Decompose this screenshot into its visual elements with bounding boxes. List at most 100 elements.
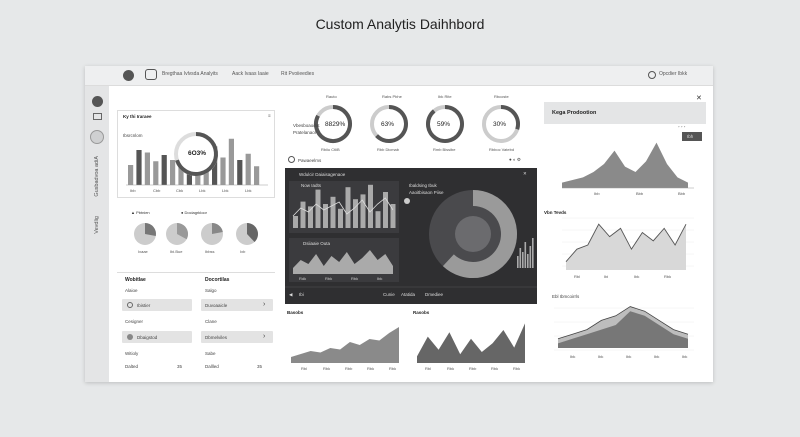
mail-icon[interactable] (93, 113, 102, 120)
dropdown[interactable] (682, 132, 702, 141)
right-charts: Ibb Bbb Bbb Rbl Ibi Ibk Rbk Ibk Ibk Ibk Ibk Ibk (554, 142, 694, 359)
x-tick: Rbk (351, 276, 358, 281)
x-tick: Ibi (604, 274, 608, 279)
x-tick: Rbk (325, 276, 332, 281)
bar (323, 204, 328, 228)
legend-item: ● Dociagrkloor (181, 210, 208, 215)
legend-item: ▲ Pbtnien (131, 210, 150, 215)
bar (308, 206, 313, 228)
bar (532, 238, 534, 268)
mid-label: Pratelanaor (293, 130, 317, 135)
bar (330, 196, 336, 228)
list-item[interactable]: Cesigner (125, 319, 144, 324)
nav-link[interactable]: Bregthaa Ivlvsda Analyits (162, 71, 218, 77)
x-tick: Lbk (245, 188, 251, 193)
x-tick: Rbl (425, 366, 431, 371)
dark-footer[interactable]: Cunie (383, 292, 395, 297)
x-tick: Ibb (130, 188, 136, 193)
ring-label: 59% (437, 121, 450, 128)
pie-charts: ▲ Pbtnien ● Dociagrkloor Ixaae Ibi.Bue Ibbss… (131, 210, 258, 254)
x-tick: Ibk (682, 354, 687, 359)
bar (300, 201, 306, 228)
ring-top-label: Ibk Rite (438, 94, 452, 99)
list-item[interactable]: Clane (205, 319, 217, 324)
more-icon[interactable]: ≡ (268, 113, 271, 118)
bar (524, 242, 527, 268)
bar (245, 153, 251, 185)
sidebar-label[interactable]: Vevdlig (94, 216, 100, 234)
x-tick: Ibk (634, 274, 639, 279)
list-row-highlight[interactable] (122, 299, 192, 311)
dark-footer[interactable]: Ibi (299, 292, 304, 297)
ring-value (375, 105, 408, 143)
bottom-charts: Rbl Rbk Rbb Rbk Rbk Rbl Rbk Rbb Rbk Rbk (291, 323, 525, 371)
settings-icon[interactable] (90, 130, 104, 144)
user-menu[interactable]: Opcdier Ibkk (659, 71, 688, 77)
sidebar-label[interactable]: Gusbadvoa adiA (94, 156, 100, 197)
ellipsis-icon[interactable]: ◦ ◦ ◦ (678, 124, 686, 129)
dark-panel: Rdk Rbk Rbk Ibk Wdulcir Daiaisagenaoe ✕ Now… (285, 168, 537, 304)
mid-label: Pawaeelms (298, 158, 322, 163)
top-chart-bg (289, 181, 399, 233)
x-tick: Rdk (299, 276, 306, 281)
pie-slice (247, 223, 258, 243)
x-tick: Lbk (222, 188, 228, 193)
ring-value (500, 105, 520, 130)
series-line (292, 197, 394, 217)
ring-label: 8829% (325, 121, 345, 128)
pie-label: Ixb (240, 249, 246, 254)
chevron-right-icon[interactable]: › (263, 333, 266, 340)
menu-icon[interactable] (92, 96, 103, 107)
pie-label: Ixaae (138, 249, 149, 254)
overview-donut-label: 6O3% (188, 150, 207, 157)
list-item[interactable]: Salgo (205, 288, 217, 293)
info-icon[interactable]: ● ◐ ⚙ (509, 157, 521, 162)
area-series (291, 327, 399, 363)
list-item[interactable]: Witioly (125, 351, 139, 356)
list-item[interactable]: Dalted (125, 364, 139, 369)
nav-link[interactable]: Aack Ivaas Iaaie (232, 71, 269, 77)
ring-bottom-label: Rmb Bissibe (433, 147, 456, 152)
bubble-title: Ibaldsing Ibuk (409, 183, 437, 188)
dark-panel-charts: Rdk Rbk Rbk Ibk (285, 181, 537, 288)
x-tick: Rbk (664, 274, 671, 279)
chevron-right-icon[interactable]: › (263, 301, 266, 308)
list-row-highlight[interactable] (122, 331, 192, 343)
dark-panel-title: Wdulcir Daiaisagenaoe (299, 172, 346, 177)
x-tick: Ibk (654, 354, 659, 359)
list-item[interactable]: Ibistier (137, 303, 151, 308)
list-right-header: Docortilas (205, 277, 230, 283)
bar (517, 256, 519, 268)
ring-top-label: Rauto (326, 94, 337, 99)
line-title: Vbn Tevds (544, 210, 567, 215)
nav-link[interactable]: Rit Pvoiieedies (281, 71, 315, 77)
bar (136, 150, 142, 185)
close-icon[interactable]: ✕ (696, 95, 702, 102)
list-row-highlight[interactable] (201, 299, 273, 311)
page-title: Custom Analytis Daihhbord (315, 16, 485, 32)
pie-label: Ibi.Bue (170, 249, 183, 254)
bubble-sub: Aaoitbisaon Piise (409, 190, 444, 195)
close-icon[interactable]: ✕ (523, 171, 527, 176)
user-icon[interactable] (648, 71, 656, 79)
list-item[interactable]: Dbmelviles (205, 335, 228, 340)
list-item[interactable]: Sabe (205, 351, 216, 356)
dropdown-value[interactable]: Ibh (687, 134, 694, 139)
dashboard-window: Bregthaa Ivlvsda Analyits Aack Ivaas Iaa… (85, 66, 713, 382)
series-line (557, 306, 689, 340)
x-tick: Rbk (367, 366, 374, 371)
list-row-highlight[interactable] (201, 331, 273, 343)
camera-icon[interactable] (145, 69, 157, 80)
ring-label: 30% (493, 121, 506, 128)
list-item[interactable]: Duvoaaicle (205, 303, 228, 308)
bar (144, 152, 150, 185)
dark-footer[interactable]: Atatida (401, 292, 416, 297)
list-item[interactable]: Dbaigstod (137, 335, 158, 340)
dark-footer[interactable]: Dmediee (425, 292, 444, 297)
chat-icon[interactable] (123, 70, 134, 81)
list-item[interactable]: Alaioe (125, 288, 138, 293)
play-icon[interactable]: ◀ (289, 292, 293, 297)
bar (519, 248, 522, 268)
dark-panel-sub: Now Iadts (301, 183, 322, 188)
list-item[interactable]: Dallled (205, 364, 219, 369)
